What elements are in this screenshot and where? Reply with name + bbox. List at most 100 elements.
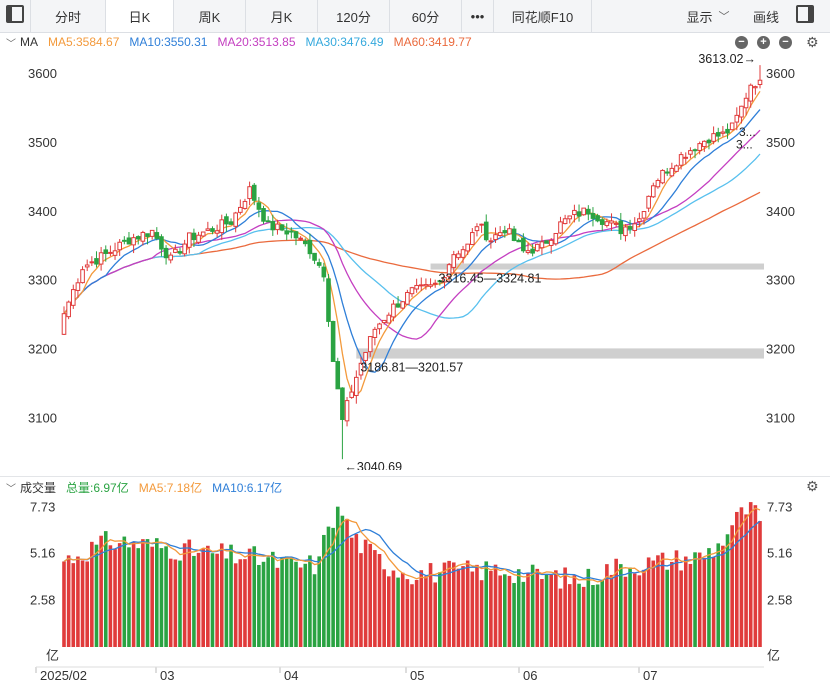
volume-bar (187, 539, 192, 647)
volume-bar (233, 563, 238, 647)
support-band (356, 348, 764, 359)
collapse-icon[interactable]: − (779, 36, 792, 49)
price-axis-tick-left: 3500 (28, 135, 57, 150)
volume-bar (215, 553, 219, 647)
candle-body (702, 140, 707, 148)
candle-body (507, 228, 512, 235)
gear-icon[interactable]: ⚙ (806, 478, 819, 494)
volume-bar (758, 521, 762, 647)
candle-body (739, 105, 744, 118)
price-chart-svg: 3600 3600 3500 3500 3400 3400 3300 3300 3200 3200… (28, 52, 795, 474)
volume-bar (535, 568, 540, 647)
gap-label: 3186.81—3201.57 (360, 361, 463, 375)
gear-icon[interactable]: ⚙ (806, 34, 819, 50)
tab-f10[interactable]: 同花顺F10 (494, 0, 592, 32)
volume-bar (730, 525, 734, 647)
minus-icon[interactable]: − (735, 36, 748, 49)
volume-bar (516, 569, 521, 647)
volume-bar (317, 556, 321, 647)
candle-body (586, 208, 591, 215)
candle-body (479, 223, 484, 226)
price-chart[interactable]: 3600 3600 3500 3500 3400 3400 3300 3300 3200 3200… (0, 52, 830, 474)
draw-line-button[interactable]: 画线 (752, 9, 779, 25)
volume-bar (665, 569, 669, 647)
volume-bar (122, 536, 127, 647)
candle-body (122, 239, 127, 242)
volume-bar (159, 548, 164, 647)
volume-bar (739, 507, 744, 647)
candle-body (623, 226, 628, 237)
ma60-value: MA60:3419.77 (393, 35, 472, 49)
ma-legend: ﹀ MA MA5:3584.67 MA10:3550.31 MA20:3513.… (0, 33, 830, 51)
volume-bar (80, 560, 85, 647)
candle-body (354, 376, 359, 396)
volume-bar (289, 556, 294, 647)
more-periods-button[interactable]: ••• (462, 0, 494, 32)
ma-tag-label: 3... (739, 125, 756, 139)
tab-120min[interactable]: 120分 (318, 0, 390, 32)
volume-bar (141, 539, 145, 647)
volume-ma10-line (63, 520, 761, 582)
volume-bar (396, 577, 400, 647)
volume-bar (475, 564, 479, 647)
volume-bar (308, 555, 312, 647)
volume-bar (247, 548, 252, 647)
volume-bar (711, 557, 716, 647)
volume-bar (507, 575, 512, 647)
volume-ma5-line (63, 507, 761, 583)
candle-body (335, 361, 341, 390)
plus-icon[interactable]: + (757, 36, 770, 49)
tab-daily-k[interactable]: 日K (106, 0, 174, 32)
tab-fenshi[interactable]: 分时 (30, 0, 106, 32)
volume-bar (744, 514, 748, 647)
price-axis-tick-left: 3300 (28, 273, 57, 288)
volume-unit-left: 亿 (46, 648, 59, 663)
tab-60min[interactable]: 60分 (390, 0, 462, 32)
candle-body (734, 114, 740, 123)
candle-body (298, 237, 303, 240)
volume-bar (108, 545, 113, 647)
volume-bar (312, 574, 317, 647)
candle-body (725, 128, 730, 134)
tab-monthly-k[interactable]: 月K (246, 0, 318, 32)
volume-bar (716, 543, 721, 647)
candle-body (660, 169, 665, 184)
candle-body (224, 216, 229, 225)
collapse-chevron-icon[interactable]: ﹀ (6, 483, 16, 495)
panel-left-icon[interactable] (6, 5, 24, 23)
collapse-chevron-icon[interactable]: ﹀ (6, 38, 16, 50)
panel-right-icon[interactable] (796, 5, 814, 23)
candle-body (372, 328, 378, 338)
candle-body (753, 86, 758, 89)
candle-body (460, 249, 466, 258)
volume-bar (447, 560, 451, 647)
candle-body (196, 234, 201, 243)
volume-bar (294, 561, 298, 647)
candle-body (75, 282, 81, 291)
volume-bar (201, 549, 205, 647)
ma10-line (63, 109, 761, 373)
volume-bar (688, 563, 693, 647)
volume-bar (164, 546, 168, 647)
volume-bar (591, 585, 595, 647)
candle-body (558, 221, 563, 234)
candle-body (316, 262, 322, 266)
volume-bar (303, 563, 308, 647)
tab-weekly-k[interactable]: 周K (174, 0, 246, 32)
candle-body (275, 223, 280, 231)
candle-body (711, 133, 716, 142)
volume-chart[interactable]: 7.73 7.73 5.16 5.16 2.58 2.58 亿 亿 2025/02 03 04 05 0… (0, 497, 830, 687)
price-axis-tick-left: 3600 (28, 66, 57, 81)
candle-body (627, 226, 633, 230)
candle-body (674, 165, 679, 172)
chevron-down-icon: ﹀ (718, 11, 730, 23)
candle-body (265, 220, 271, 223)
candle-body (400, 301, 406, 309)
volume-bar (456, 568, 461, 647)
volume-bar (451, 562, 456, 647)
display-dropdown[interactable]: 显示 ﹀ (672, 0, 744, 32)
ma5-value: MA5:3584.67 (48, 35, 120, 49)
x-axis-label: 07 (643, 668, 657, 683)
volume-bar (238, 559, 243, 647)
candle-body (706, 139, 712, 144)
